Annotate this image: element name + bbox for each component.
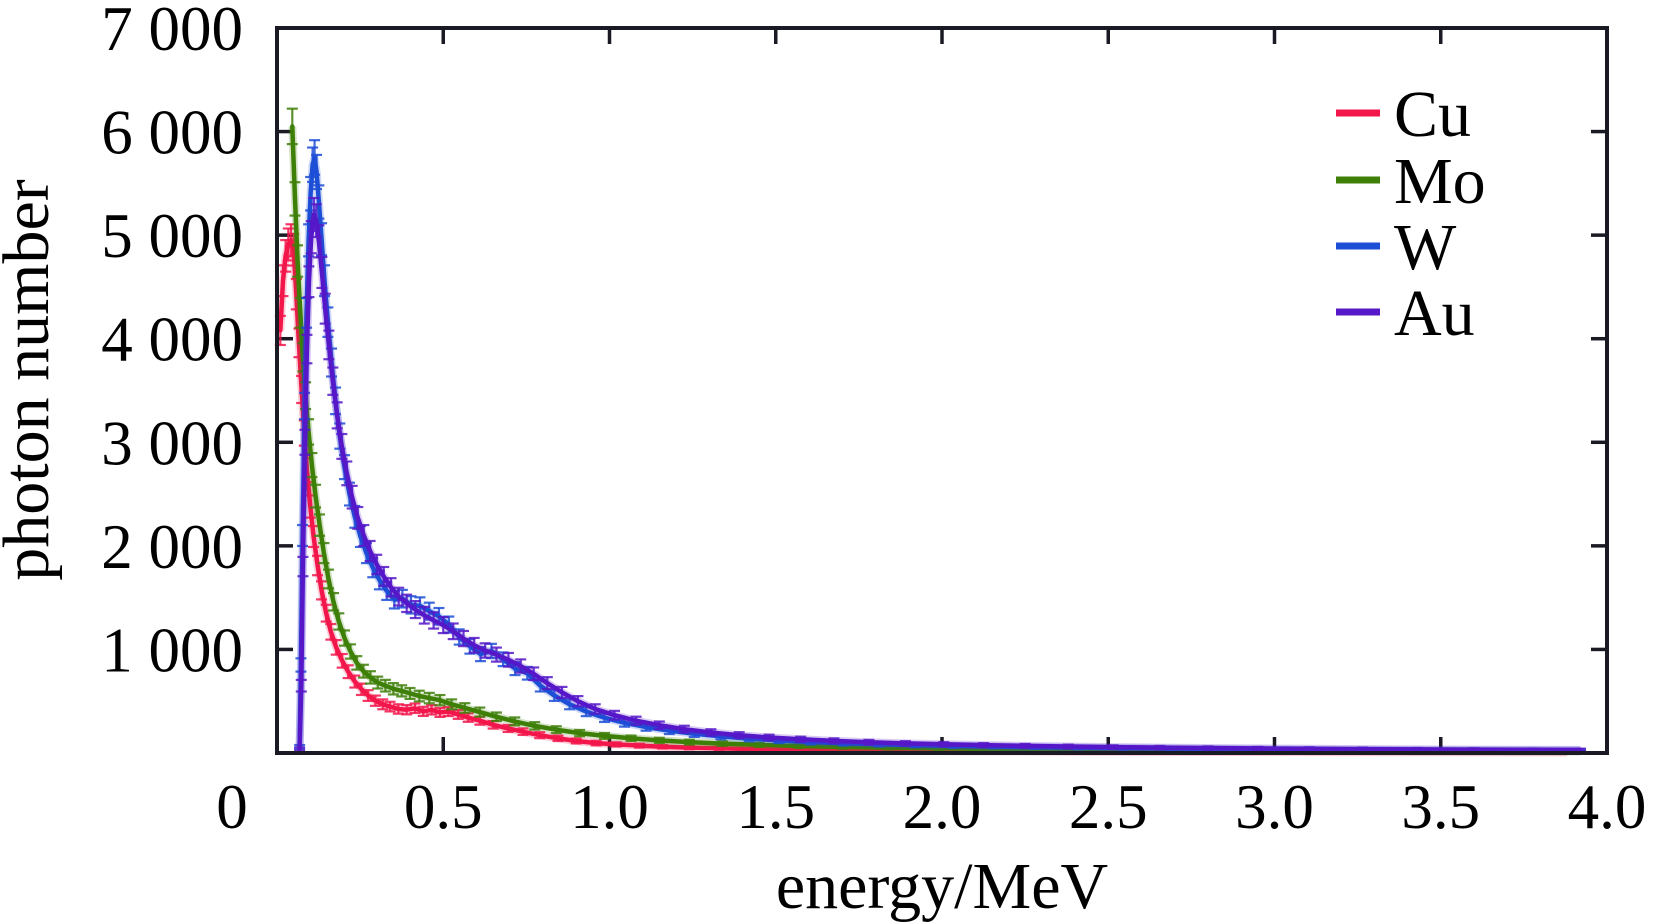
series-halo — [295, 210, 1581, 754]
plot-frame — [275, 26, 1609, 755]
legend-label-w: W — [1394, 211, 1457, 284]
y-tick-label: 2 000 — [101, 512, 243, 582]
x-tick-label: 2.0 — [903, 772, 982, 842]
series-w — [294, 139, 1586, 755]
x-tick-label: 1.5 — [736, 772, 815, 842]
legend-item-au: Au — [1336, 277, 1475, 350]
x-tick-label: 3.5 — [1401, 772, 1480, 842]
x-tick-label: 3.0 — [1235, 772, 1314, 842]
y-tick-label: 1 000 — [101, 615, 243, 685]
y-tick-label: 6 000 — [101, 98, 243, 168]
x-tick-label: 0 — [216, 772, 248, 842]
y-tick-label: 5 000 — [101, 201, 243, 271]
series-line — [278, 238, 1570, 755]
legend-label-mo: Mo — [1394, 145, 1486, 218]
legend-label-au: Au — [1394, 277, 1475, 350]
y-axis-label: photon number — [0, 179, 63, 580]
x-tick-label: 2.5 — [1069, 772, 1148, 842]
y-tick-label: 7 000 — [101, 0, 243, 64]
series-error-bars — [294, 139, 1586, 753]
series-halo — [276, 236, 1568, 757]
y-tick-label: 4 000 — [101, 305, 243, 375]
x-tick-label: 0.5 — [404, 772, 483, 842]
series-error-bars — [294, 196, 1586, 753]
legend-label-cu: Cu — [1394, 78, 1471, 151]
plot-dynamic-content: 0 0.5 1.0 1.5 2.0 2.5 3.0 3.5 4.0 1 000 2 000 3 000… — [101, 0, 1646, 842]
x-axis-label: energy/MeV — [776, 850, 1108, 923]
series-error-bars — [274, 223, 1573, 755]
x-tick-label: 1.0 — [570, 772, 649, 842]
y-tick-label: 3 000 — [101, 408, 243, 478]
legend-item-cu: Cu — [1336, 78, 1471, 151]
series-line — [297, 212, 1583, 753]
legend-item-w: W — [1336, 211, 1457, 284]
series-au — [294, 196, 1586, 754]
legend-item-mo: Mo — [1336, 145, 1486, 218]
series-cu — [274, 223, 1573, 757]
legend: Cu Mo W Au — [1336, 78, 1486, 350]
x-tick-label: 4.0 — [1568, 772, 1647, 842]
